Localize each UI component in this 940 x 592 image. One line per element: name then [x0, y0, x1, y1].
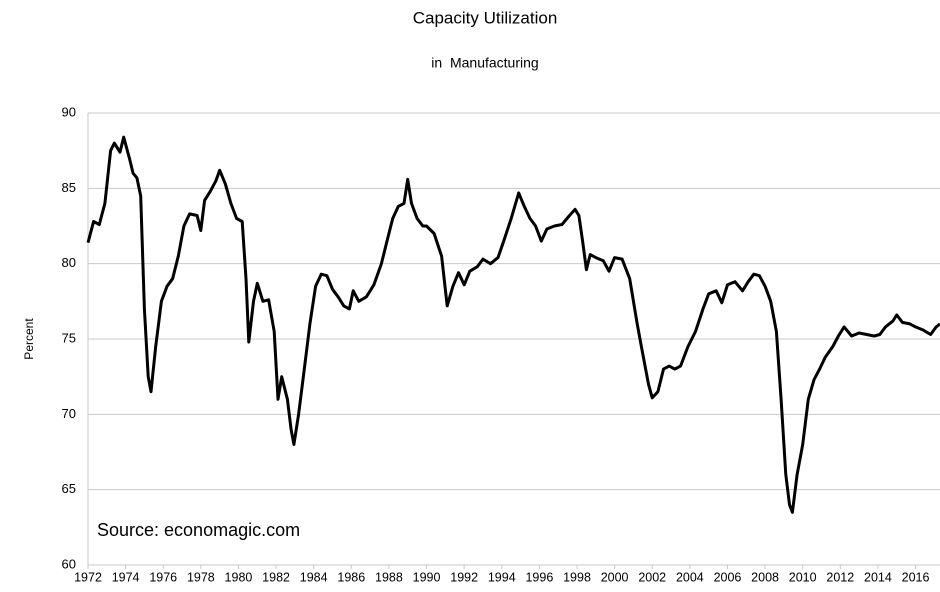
x-tick-label: 1972	[74, 570, 102, 584]
y-tick-label: 90	[62, 104, 76, 119]
y-tick-label: 65	[62, 481, 76, 496]
chart-title: Capacity Utilization	[413, 8, 558, 27]
x-tick-label: 2014	[864, 570, 892, 584]
y-tick-label: 60	[62, 556, 76, 571]
annotation: Source: economagic.com	[97, 520, 300, 540]
x-tick-label: 2008	[751, 570, 779, 584]
x-tick-label: 2016	[902, 570, 930, 584]
x-tick-label: 1978	[187, 570, 215, 584]
x-tick-label: 2002	[638, 570, 666, 584]
y-tick-label: 80	[62, 255, 76, 270]
chart-subtitle: in Manufacturing	[431, 55, 538, 71]
x-tick-label: 2000	[601, 570, 629, 584]
x-tick-label: 1998	[563, 570, 591, 584]
x-tick-label: 2012	[826, 570, 854, 584]
x-tick-label: 1982	[262, 570, 290, 584]
data-line	[86, 135, 940, 514]
x-tick-label: 1980	[225, 570, 253, 584]
y-axis-label: Percent	[22, 318, 36, 360]
x-tick-label: 1994	[488, 570, 516, 584]
x-tick-label: 1984	[300, 570, 328, 584]
y-tick-label: 75	[62, 330, 76, 345]
x-tick-label: 1996	[525, 570, 553, 584]
x-tick-label: 1974	[112, 570, 140, 584]
x-tick-label: 1988	[375, 570, 403, 584]
x-tick-label: 1976	[149, 570, 177, 584]
x-tick-label: 1986	[337, 570, 365, 584]
x-tick-label: 2004	[676, 570, 704, 584]
x-tick-label: 1990	[413, 570, 441, 584]
x-tick-label: 2010	[789, 570, 817, 584]
y-tick-label: 70	[62, 406, 76, 421]
x-tick-label: 1992	[450, 570, 478, 584]
y-tick-label: 85	[62, 180, 76, 195]
x-tick-label: 2006	[714, 570, 742, 584]
